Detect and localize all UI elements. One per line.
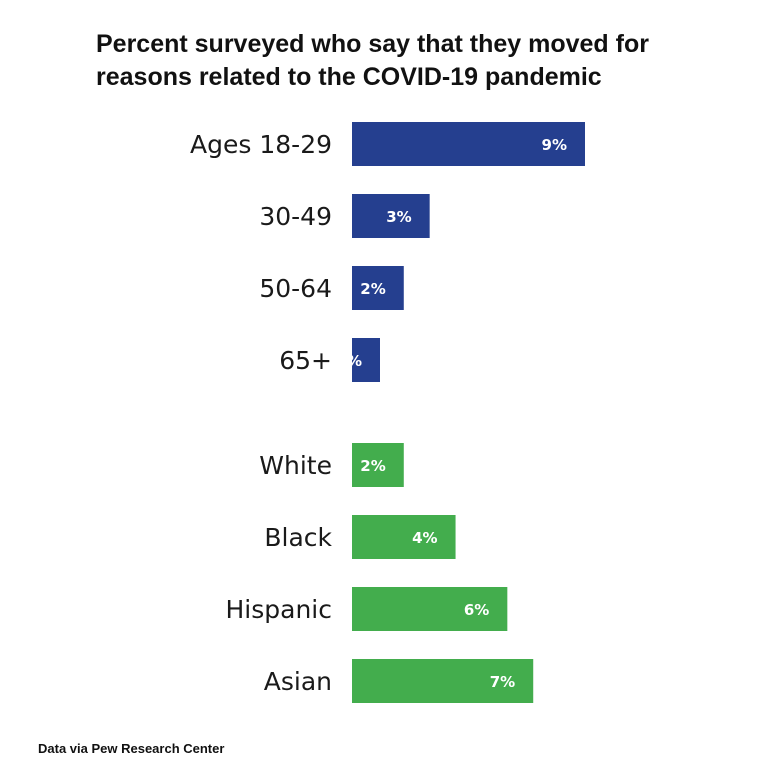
- category-label: Black: [264, 523, 332, 552]
- value-label: 2%: [360, 280, 385, 298]
- chart-title-line-2: reasons related to the COVID-19 pandemic: [96, 63, 602, 91]
- bar-hispanic: [352, 587, 508, 631]
- bar-65-: [352, 338, 380, 382]
- value-label: 2%: [360, 457, 385, 475]
- chart-title: Percent surveyed who say that they moved…: [96, 28, 736, 94]
- bar-white: [352, 443, 404, 487]
- value-label: 6%: [464, 601, 489, 619]
- chart-title-line-1: Percent surveyed who say that they moved…: [96, 30, 649, 58]
- category-label: 30-49: [259, 202, 332, 231]
- value-label: 3%: [386, 208, 411, 226]
- category-label: 50-64: [259, 274, 332, 303]
- category-label: Asian: [264, 667, 332, 696]
- category-label: Ages 18-29: [190, 130, 332, 159]
- value-label: 1%: [337, 352, 362, 370]
- value-label: 9%: [542, 136, 567, 154]
- bar-30-49: [352, 194, 430, 238]
- bar-ages-18-29: [352, 122, 585, 166]
- source-note: Data via Pew Research Center: [38, 741, 225, 756]
- bar-50-64: [352, 266, 404, 310]
- category-label: 65+: [279, 346, 332, 375]
- category-label: White: [259, 451, 332, 480]
- value-label: 7%: [490, 673, 515, 691]
- bar-black: [352, 515, 456, 559]
- category-label: Hispanic: [226, 595, 333, 624]
- value-label: 4%: [412, 529, 437, 547]
- bar-asian: [352, 659, 534, 703]
